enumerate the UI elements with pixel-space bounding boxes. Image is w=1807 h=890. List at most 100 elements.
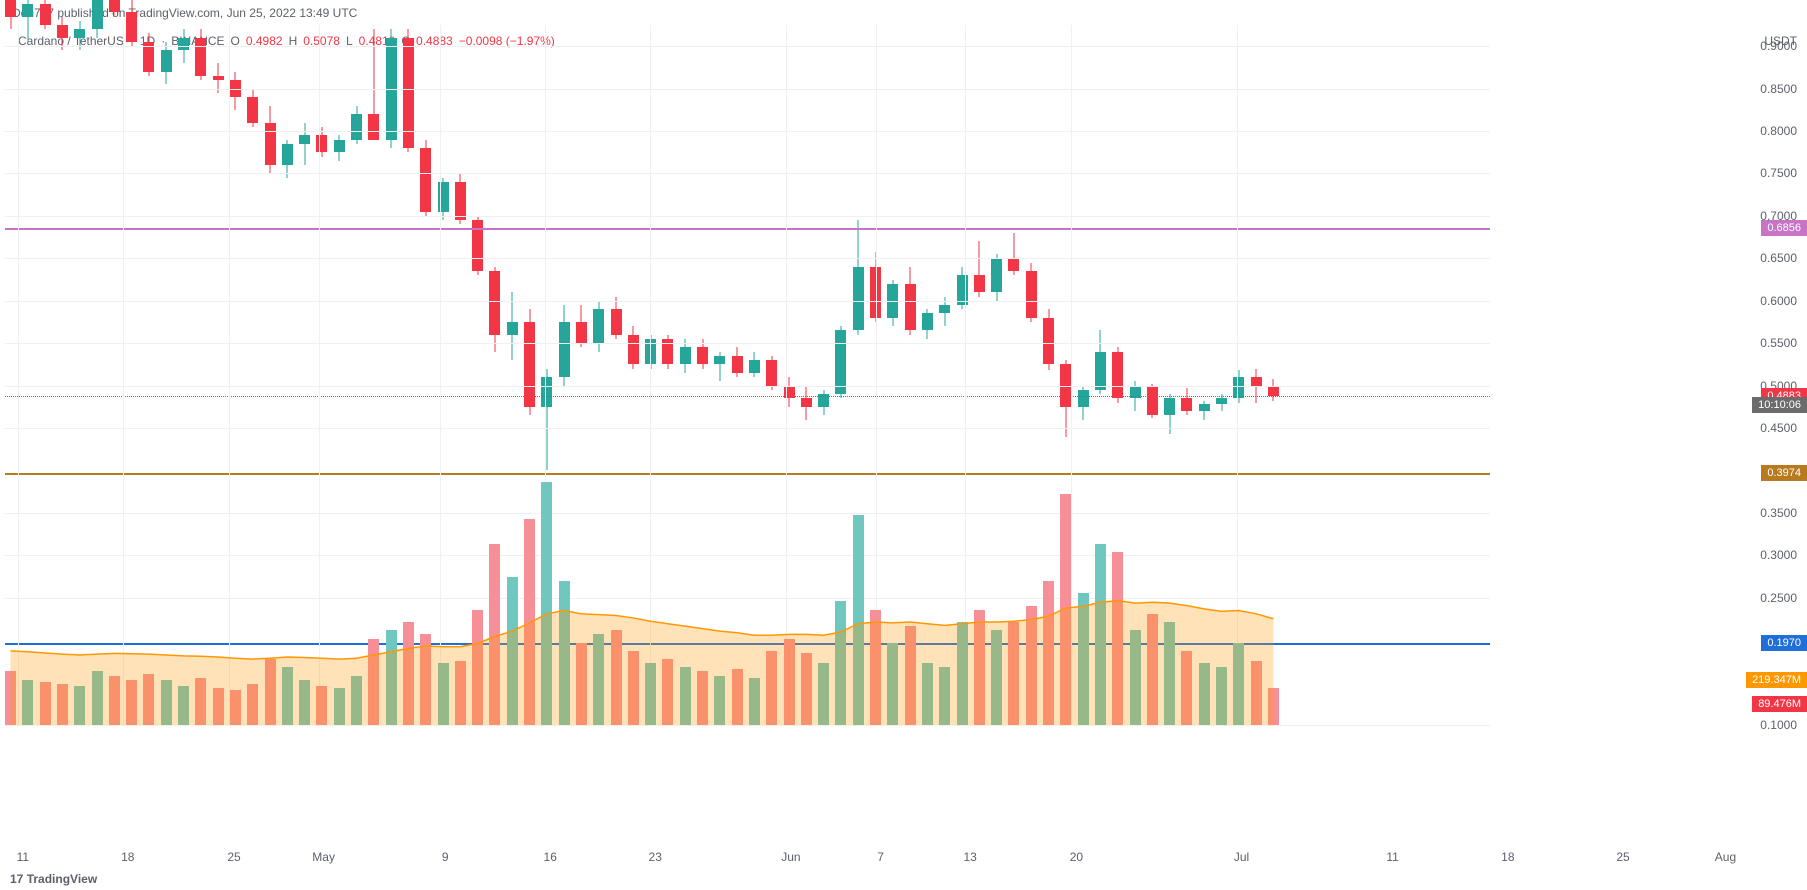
price-badge: 219.347M (1746, 672, 1807, 688)
volume-bar[interactable] (472, 610, 483, 725)
volume-bar[interactable] (697, 671, 708, 725)
volume-bar[interactable] (957, 622, 968, 725)
volume-bar[interactable] (265, 659, 276, 725)
y-tick-label: 0.1000 (1760, 718, 1797, 732)
volume-bar[interactable] (870, 610, 881, 725)
volume-bar[interactable] (559, 581, 570, 725)
y-tick-label: 0.6000 (1760, 294, 1797, 308)
y-tick-label: 0.8500 (1760, 82, 1797, 96)
volume-bar[interactable] (835, 601, 846, 725)
volume-bar[interactable] (1095, 544, 1106, 725)
volume-bar[interactable] (905, 626, 916, 725)
volume-bar[interactable] (334, 688, 345, 725)
x-tick-label: 18 (1501, 850, 1514, 864)
price-badge: 10:10:06 (1752, 397, 1807, 413)
y-tick-label: 0.9000 (1760, 39, 1797, 53)
volume-bar[interactable] (1216, 667, 1227, 725)
volume-bar[interactable] (662, 659, 673, 725)
x-tick-label: 18 (121, 850, 134, 864)
y-tick-label: 0.2500 (1760, 591, 1797, 605)
volume-bar[interactable] (801, 653, 812, 725)
volume-bar[interactable] (74, 686, 85, 725)
volume-bar[interactable] (1233, 643, 1244, 725)
price-chart[interactable] (5, 25, 1490, 725)
x-tick-label: 13 (963, 850, 976, 864)
volume-bar[interactable] (611, 630, 622, 725)
volume-bar[interactable] (438, 663, 449, 725)
x-tick-label: 20 (1070, 850, 1083, 864)
x-tick-label: May (312, 850, 335, 864)
horizontal-line[interactable] (5, 473, 1490, 475)
volume-bar[interactable] (680, 667, 691, 725)
volume-bar[interactable] (1060, 494, 1071, 725)
volume-bar[interactable] (195, 678, 206, 725)
volume-bar[interactable] (420, 634, 431, 725)
volume-bar[interactable] (507, 577, 518, 725)
volume-bar[interactable] (991, 630, 1002, 725)
volume-bar[interactable] (749, 678, 760, 725)
x-tick-label: 25 (1616, 850, 1629, 864)
volume-bar[interactable] (645, 663, 656, 725)
volume-bar[interactable] (1026, 606, 1037, 725)
volume-bar[interactable] (628, 651, 639, 725)
volume-bar[interactable] (922, 663, 933, 725)
volume-bar[interactable] (351, 676, 362, 725)
y-tick-label: 0.4500 (1760, 421, 1797, 435)
y-tick-label: 0.5500 (1760, 336, 1797, 350)
volume-bar[interactable] (178, 686, 189, 725)
volume-bar[interactable] (541, 482, 552, 725)
line-price-badge: 0.3974 (1761, 465, 1807, 481)
volume-bar[interactable] (593, 634, 604, 725)
volume-bar[interactable] (1043, 581, 1054, 725)
y-tick-label: 0.6500 (1760, 251, 1797, 265)
volume-bar[interactable] (143, 674, 154, 725)
volume-bar[interactable] (282, 667, 293, 725)
volume-bar[interactable] (766, 651, 777, 725)
volume-bar[interactable] (109, 676, 120, 725)
volume-bar[interactable] (368, 639, 379, 725)
volume-bar[interactable] (1181, 651, 1192, 725)
horizontal-line[interactable] (5, 228, 1490, 230)
horizontal-line[interactable] (5, 643, 1490, 645)
volume-bar[interactable] (5, 671, 16, 725)
volume-bar[interactable] (126, 680, 137, 725)
volume-bar[interactable] (732, 669, 743, 725)
volume-bar[interactable] (1008, 622, 1019, 725)
volume-bar[interactable] (714, 676, 725, 725)
x-tick-label: 7 (877, 850, 884, 864)
line-price-badge: 0.1970 (1761, 635, 1807, 651)
volume-bar[interactable] (887, 643, 898, 725)
volume-bar[interactable] (403, 622, 414, 725)
volume-bar[interactable] (853, 515, 864, 725)
volume-bar[interactable] (489, 544, 500, 725)
x-tick-label: Jul (1234, 850, 1249, 864)
volume-bar[interactable] (386, 630, 397, 725)
volume-bar[interactable] (784, 639, 795, 725)
volume-bar[interactable] (1078, 593, 1089, 725)
volume-bar[interactable] (455, 661, 466, 725)
volume-bar[interactable] (299, 680, 310, 725)
volume-bar[interactable] (974, 610, 985, 725)
volume-bar[interactable] (818, 663, 829, 725)
volume-bar[interactable] (1164, 622, 1175, 725)
volume-bar[interactable] (1199, 663, 1210, 725)
volume-bar[interactable] (161, 680, 172, 725)
volume-bar[interactable] (1112, 552, 1123, 725)
volume-bar[interactable] (1130, 630, 1141, 725)
volume-bar[interactable] (92, 671, 103, 725)
volume-bar[interactable] (40, 682, 51, 725)
volume-bar[interactable] (524, 519, 535, 725)
volume-bar[interactable] (247, 684, 258, 725)
volume-bar[interactable] (22, 680, 33, 725)
volume-bar[interactable] (230, 690, 241, 725)
volume-bar[interactable] (1251, 661, 1262, 725)
publish-header: Den767 published on TradingView.com, Jun… (12, 6, 357, 20)
volume-bar[interactable] (1147, 614, 1158, 725)
volume-bar[interactable] (576, 643, 587, 725)
volume-bar[interactable] (213, 688, 224, 725)
x-tick-label: 11 (17, 850, 29, 864)
volume-bar[interactable] (939, 667, 950, 725)
volume-bar[interactable] (316, 686, 327, 725)
volume-bar[interactable] (1268, 688, 1279, 725)
volume-bar[interactable] (57, 684, 68, 725)
